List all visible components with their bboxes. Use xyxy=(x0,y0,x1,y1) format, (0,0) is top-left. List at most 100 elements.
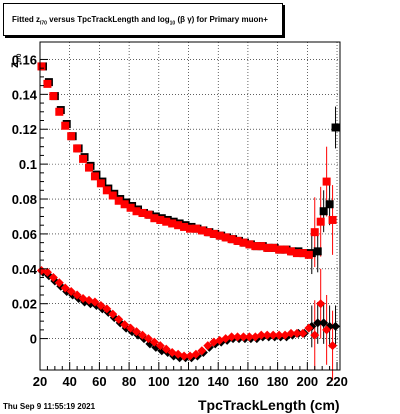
square-marker xyxy=(90,172,99,181)
diamond-marker xyxy=(149,337,159,347)
diamond-marker xyxy=(286,328,296,338)
diamond-marker xyxy=(54,278,64,288)
square-marker xyxy=(269,243,278,252)
diamond-marker xyxy=(72,290,82,300)
diamond-marker xyxy=(114,314,124,324)
square-marker xyxy=(257,242,266,251)
square-marker xyxy=(126,203,135,212)
diamond-marker xyxy=(48,273,58,283)
diamond-marker xyxy=(132,327,142,337)
square-marker xyxy=(209,229,218,238)
y-tick-label: 0.06 xyxy=(12,227,37,242)
y-axis-label: zI70 xyxy=(7,53,23,68)
diamond-marker xyxy=(331,321,341,331)
y-axis-label-text: zI70 xyxy=(7,53,23,68)
diamond-marker xyxy=(238,332,248,342)
diamond-marker xyxy=(96,300,106,310)
y-tick-label: 0.1 xyxy=(19,157,37,172)
diamond-marker xyxy=(298,328,308,338)
square-marker xyxy=(313,247,322,256)
diamond-marker xyxy=(268,330,278,340)
diamond-marker xyxy=(292,328,302,338)
square-marker xyxy=(322,177,331,186)
square-marker xyxy=(85,163,94,172)
diamond-marker xyxy=(316,299,326,309)
square-marker xyxy=(186,224,194,233)
diamond-marker xyxy=(233,332,243,342)
square-marker xyxy=(43,79,52,88)
square-marker xyxy=(67,132,76,141)
diamond-marker xyxy=(143,334,153,344)
square-marker xyxy=(120,200,129,209)
diamond-marker xyxy=(203,341,213,351)
diamond-marker xyxy=(227,332,237,342)
diamond-marker xyxy=(126,323,136,333)
diamond-marker xyxy=(191,349,201,359)
square-marker xyxy=(298,249,307,258)
grid-lines xyxy=(39,42,340,370)
square-marker xyxy=(144,210,153,219)
y-tick-label: 0.02 xyxy=(12,297,37,312)
axis-ticks: 20 40 60 80 100 120 140 160 180 200 220 0 0.02 0.04 0.… xyxy=(12,52,348,389)
square-marker xyxy=(49,92,58,101)
square-marker xyxy=(114,196,123,205)
y-tick-label: 0.08 xyxy=(12,192,37,207)
square-marker xyxy=(132,207,141,216)
square-marker xyxy=(168,219,177,228)
x-tick-label: 140 xyxy=(207,374,229,389)
y-tick-label: 0 xyxy=(30,332,37,347)
square-marker xyxy=(37,62,46,71)
diamond-marker xyxy=(304,323,314,333)
y-tick-label: 0.12 xyxy=(12,122,37,137)
square-marker xyxy=(251,242,260,251)
error-bars xyxy=(311,106,337,381)
square-marker xyxy=(108,191,117,200)
x-tick-label: 120 xyxy=(178,374,200,389)
plot-frame xyxy=(39,41,341,371)
diamond-marker xyxy=(102,304,112,314)
y-tick-label: 0.14 xyxy=(12,87,38,102)
square-marker xyxy=(73,144,82,153)
square-marker xyxy=(203,228,212,237)
square-marker xyxy=(96,179,105,188)
x-tick-label: 220 xyxy=(326,374,348,389)
chart-title: Fitted zI70 versus TpcTrackLength and lo… xyxy=(12,15,268,27)
diamond-marker xyxy=(161,344,171,354)
square-marker xyxy=(328,215,337,224)
diamond-marker xyxy=(90,297,100,307)
square-marker xyxy=(292,249,301,258)
diamond-marker xyxy=(319,318,329,328)
square-marker xyxy=(316,217,325,226)
square-marker xyxy=(310,228,319,237)
square-marker xyxy=(245,240,254,249)
square-marker xyxy=(61,121,70,130)
square-marker xyxy=(304,250,313,259)
square-marker xyxy=(319,207,328,216)
square-marker xyxy=(331,123,340,132)
y-tick-label: 0.04 xyxy=(12,262,38,277)
square-marker xyxy=(162,217,171,226)
diamond-marker xyxy=(42,267,52,277)
timestamp: Thu Sep 9 11:55:19 2021 xyxy=(3,402,96,411)
square-marker xyxy=(275,245,284,254)
diamond-marker xyxy=(322,325,332,335)
diamond-marker xyxy=(60,283,70,293)
x-tick-label: 40 xyxy=(62,374,76,389)
x-tick-label: 100 xyxy=(148,374,170,389)
data-markers xyxy=(36,62,341,363)
diamond-marker xyxy=(244,332,254,342)
diamond-marker xyxy=(66,286,76,296)
diamond-marker xyxy=(310,330,320,340)
square-marker xyxy=(221,233,230,242)
square-marker xyxy=(227,235,236,244)
square-marker xyxy=(286,247,295,256)
square-marker xyxy=(174,221,183,230)
square-marker xyxy=(325,200,334,209)
square-marker xyxy=(215,231,224,240)
x-tick-label: 20 xyxy=(33,374,47,389)
diamond-marker xyxy=(328,341,338,351)
title-box: Fitted zI70 versus TpcTrackLength and lo… xyxy=(3,3,283,36)
diamond-marker xyxy=(262,330,272,340)
diamond-marker xyxy=(179,351,189,361)
diamond-marker xyxy=(137,330,147,340)
